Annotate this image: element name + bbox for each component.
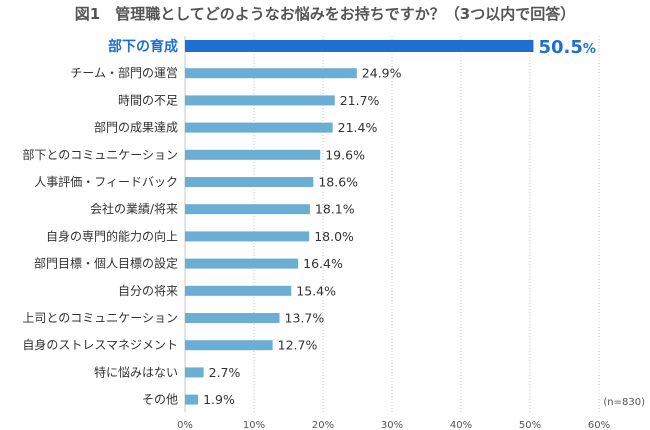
x-tick-label: 40% bbox=[450, 420, 472, 430]
value-label: 50.5% bbox=[538, 37, 595, 58]
category-label: その他 bbox=[142, 393, 178, 407]
category-label: 自分の将来 bbox=[118, 284, 178, 298]
value-label: 18.0% bbox=[314, 229, 354, 244]
value-label: 21.7% bbox=[340, 93, 380, 108]
bar bbox=[185, 258, 299, 269]
value-label: 21.4% bbox=[338, 120, 378, 135]
gridlines bbox=[184, 36, 600, 412]
value-label: 18.1% bbox=[315, 202, 355, 217]
bar bbox=[185, 40, 534, 52]
bar bbox=[185, 367, 204, 378]
value-label: 12.7% bbox=[278, 338, 318, 353]
value-label: 18.6% bbox=[318, 175, 358, 190]
value-label: 1.9% bbox=[203, 392, 235, 407]
category-label: 特に悩みはない bbox=[94, 364, 178, 379]
category-label: 会社の業績/将来 bbox=[90, 201, 178, 216]
x-tick-label: 60% bbox=[588, 420, 610, 430]
chart-title: 図1 管理職としてどのようなお悩みをお持ちですか？（3つ以内で回答） bbox=[74, 5, 576, 23]
bar bbox=[185, 313, 280, 323]
category-labels: 部下の育成チーム・部門の運営時間の不足部門の成果達成部下とのコミュニケーション人… bbox=[22, 38, 178, 407]
value-label: 24.9% bbox=[362, 66, 402, 81]
value-label: 13.7% bbox=[285, 311, 325, 326]
value-number: 50.5 bbox=[538, 37, 582, 58]
sample-size-note: (n=830) bbox=[603, 397, 645, 408]
bar bbox=[185, 177, 314, 187]
category-label: 自身の専門的能力の向上 bbox=[46, 228, 178, 243]
category-label: 部下とのコミュニケーション bbox=[22, 147, 178, 162]
bar bbox=[185, 394, 199, 405]
category-label: 部門目標・個人目標の設定 bbox=[34, 256, 178, 271]
bars bbox=[185, 40, 534, 405]
bar bbox=[185, 231, 310, 242]
x-tick-label: 0% bbox=[177, 420, 193, 430]
value-labels: 50.5% 24.9% 21.7% 21.4% 19.6% 18.6% 18.1% 18.0%… bbox=[203, 37, 596, 407]
bar bbox=[185, 149, 321, 160]
value-label: 19.6% bbox=[325, 147, 365, 162]
category-label: チーム・部門の運営 bbox=[70, 65, 178, 80]
bar bbox=[185, 285, 292, 296]
category-label: 人事評価・フィードバック bbox=[34, 174, 178, 189]
x-tick-label: 50% bbox=[519, 420, 541, 430]
x-tick-label: 30% bbox=[381, 420, 403, 430]
bar bbox=[185, 68, 357, 79]
value-label: 2.7% bbox=[209, 365, 241, 380]
x-tick-labels: 0% 10% 20% 30% 40% 50% 60% bbox=[177, 420, 610, 430]
bar bbox=[185, 95, 335, 106]
bar bbox=[185, 204, 310, 215]
category-label: 自身のストレスマネジメント bbox=[22, 337, 178, 352]
category-label: 部下の育成 bbox=[108, 38, 178, 55]
x-tick-label: 20% bbox=[312, 420, 334, 430]
value-label: 15.4% bbox=[296, 283, 336, 298]
category-label: 時間の不足 bbox=[118, 93, 178, 107]
bar bbox=[185, 340, 273, 351]
x-tick-label: 10% bbox=[243, 420, 265, 430]
bar bbox=[185, 122, 333, 133]
value-label: 16.4% bbox=[303, 256, 343, 271]
category-label: 部門の成果達成 bbox=[94, 120, 178, 135]
value-unit: % bbox=[583, 42, 596, 57]
category-label: 上司とのコミュニケーション bbox=[22, 311, 178, 325]
